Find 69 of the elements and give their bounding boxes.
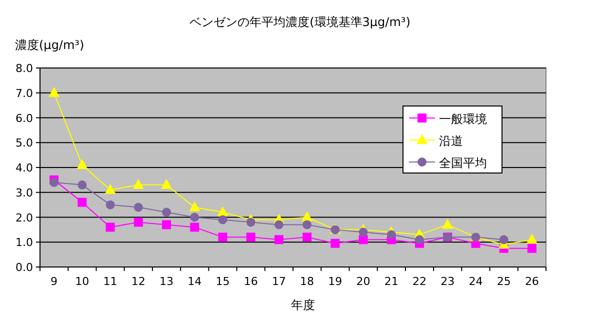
- x-tick-label: 24: [468, 275, 483, 288]
- y-tick-label: 0.0: [16, 261, 33, 274]
- point: [134, 218, 143, 227]
- x-tick-label: 20: [356, 275, 370, 288]
- x-tick-label: 12: [131, 275, 146, 288]
- legend-label: 一般環境: [439, 112, 487, 126]
- x-tick-label: 13: [160, 275, 174, 288]
- y-tick-label: 6.0: [16, 112, 33, 125]
- x-tick-label: 17: [272, 275, 286, 288]
- point: [302, 211, 313, 222]
- y-tick-label: 1.0: [16, 236, 33, 250]
- point: [48, 86, 60, 97]
- y-tick-label: 2.0: [16, 211, 33, 224]
- chart-title: ベンゼンの年平均濃度(環境基準3μg/m³): [190, 15, 410, 29]
- point: [106, 222, 115, 232]
- point: [415, 235, 424, 244]
- point: [50, 178, 59, 187]
- x-tick-label: 22: [412, 275, 426, 288]
- point: [132, 178, 144, 189]
- point: [189, 201, 200, 212]
- point: [358, 228, 368, 237]
- point: [442, 218, 454, 229]
- x-tick-label: 25: [496, 275, 511, 288]
- x-tick-label: 14: [188, 275, 202, 288]
- point: [526, 234, 538, 244]
- point: [76, 159, 88, 170]
- point: [527, 244, 536, 253]
- x-tick-label: 21: [384, 275, 398, 288]
- x-tick-label: 23: [440, 275, 455, 288]
- legend-label: 沿道: [439, 134, 463, 148]
- x-tick-label: 11: [103, 275, 118, 288]
- y-tick-label: 5.0: [16, 136, 33, 150]
- point: [162, 220, 171, 230]
- point: [161, 178, 172, 189]
- point: [218, 232, 228, 242]
- y-tick-label: 7.0: [16, 86, 33, 100]
- point: [302, 220, 312, 230]
- point: [499, 235, 508, 244]
- legend-label: 全国平均: [439, 156, 487, 170]
- point: [246, 232, 256, 242]
- point: [274, 235, 284, 244]
- x-tick-label: 15: [216, 275, 230, 288]
- x-tick-label: 9: [50, 275, 58, 288]
- point: [78, 180, 87, 190]
- point: [274, 220, 284, 230]
- y-tick-label: 4.0: [16, 162, 33, 174]
- point: [217, 206, 228, 216]
- point: [218, 215, 228, 224]
- y-axis-title: 濃度(μg/m³): [15, 38, 84, 52]
- point: [106, 200, 115, 210]
- point: [190, 212, 200, 222]
- x-axis-title: 年度: [291, 298, 315, 312]
- point: [330, 238, 340, 248]
- y-tick-label: 3.0: [16, 186, 33, 200]
- point: [78, 198, 87, 207]
- point: [358, 235, 368, 244]
- x-tick-label: 16: [244, 275, 258, 288]
- x-tick-label: 26: [524, 275, 539, 288]
- x-tick-label: 18: [300, 275, 314, 288]
- point: [134, 202, 143, 212]
- y-tick-label: 8.0: [16, 62, 33, 75]
- point: [190, 222, 200, 232]
- point: [162, 208, 171, 217]
- point: [246, 218, 256, 227]
- x-tick-label: 19: [328, 275, 342, 288]
- point: [104, 184, 116, 194]
- point: [386, 230, 396, 240]
- x-tick-label: 10: [75, 275, 90, 288]
- point: [302, 232, 312, 242]
